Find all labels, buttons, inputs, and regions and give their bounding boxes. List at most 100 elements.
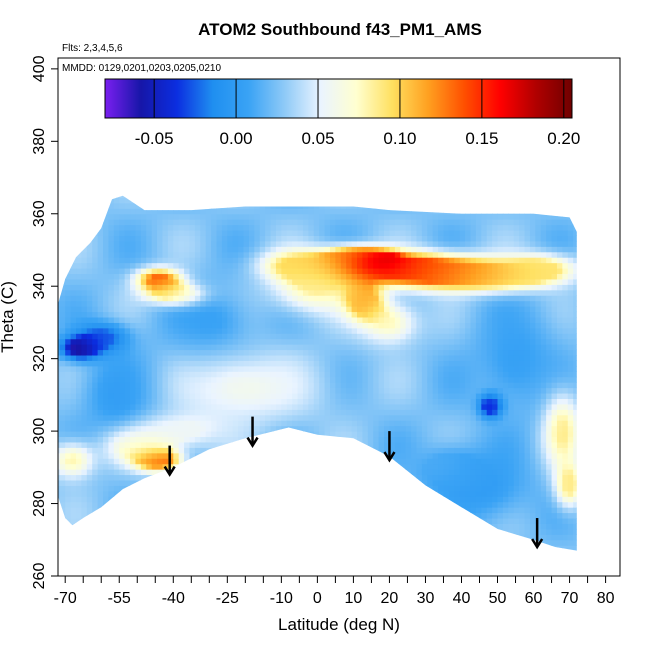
heatmap-cell xyxy=(103,181,109,187)
heatmap-cell xyxy=(243,425,250,432)
heatmap-cell xyxy=(416,235,423,242)
heatmap-cell xyxy=(432,365,439,372)
heatmap-cell xyxy=(357,257,363,264)
heatmap-cell xyxy=(162,496,169,503)
heatmap-cell xyxy=(232,300,239,307)
heatmap-cell xyxy=(189,512,196,519)
heatmap-cell xyxy=(81,197,88,204)
heatmap-cell xyxy=(189,300,196,307)
heatmap-cell xyxy=(58,230,61,236)
heatmap-cell xyxy=(103,295,109,302)
heatmap-cell xyxy=(151,235,158,242)
heatmap-cell xyxy=(232,284,239,291)
heatmap-cell xyxy=(184,447,190,454)
heatmap-cell xyxy=(70,441,77,448)
heatmap-cell xyxy=(65,463,72,470)
heatmap-cell xyxy=(211,376,218,383)
heatmap-cell xyxy=(113,490,120,497)
heatmap-cell xyxy=(97,501,104,508)
heatmap-cell xyxy=(314,556,320,562)
heatmap-cell xyxy=(297,387,304,394)
heatmap-cell xyxy=(281,409,288,416)
heatmap-cell xyxy=(184,490,190,497)
heatmap-cell xyxy=(346,365,353,372)
heatmap-cell xyxy=(297,322,304,329)
heatmap-cell xyxy=(286,195,293,198)
heatmap-cell xyxy=(394,235,401,242)
heatmap-cell xyxy=(292,181,298,187)
heatmap-cell xyxy=(308,306,315,313)
heatmap-cell xyxy=(216,300,223,307)
heatmap-cell xyxy=(324,230,331,236)
heatmap-cell xyxy=(292,431,299,438)
heatmap-cell xyxy=(97,327,104,334)
heatmap-cell xyxy=(340,278,347,285)
heatmap-cell xyxy=(400,257,407,264)
heatmap-cell xyxy=(384,496,390,503)
heatmap-cell xyxy=(357,262,363,269)
heatmap-cell xyxy=(319,213,326,220)
heatmap-cell xyxy=(265,551,271,557)
heatmap-cell xyxy=(65,523,72,530)
heatmap-cell xyxy=(205,441,212,448)
heatmap-cell xyxy=(362,501,369,508)
heatmap-cell xyxy=(313,545,320,551)
heatmap-cell xyxy=(124,268,131,275)
heatmap-cell xyxy=(324,289,331,296)
heatmap-cell xyxy=(221,338,228,345)
heatmap-cell xyxy=(411,539,417,546)
heatmap-cell xyxy=(275,251,282,258)
heatmap-cell xyxy=(119,187,125,193)
heatmap-cell xyxy=(162,523,169,530)
heatmap-cell xyxy=(395,551,401,557)
heatmap-cell xyxy=(259,393,266,399)
heatmap-cell xyxy=(194,469,201,476)
heatmap-cell xyxy=(243,224,250,231)
heatmap-cell xyxy=(205,273,212,280)
heatmap-cell xyxy=(373,431,380,438)
heatmap-cell xyxy=(432,523,439,530)
heatmap-cell xyxy=(286,490,293,497)
heatmap-cell xyxy=(259,349,266,356)
heatmap-cell xyxy=(119,469,126,476)
heatmap-cell xyxy=(416,518,423,524)
heatmap-cell xyxy=(319,534,326,541)
heatmap-cell xyxy=(259,311,266,318)
heatmap-cell xyxy=(275,213,282,220)
heatmap-cell xyxy=(265,295,272,302)
heatmap-cell xyxy=(76,208,82,215)
heatmap-cell xyxy=(173,322,180,329)
heatmap-cell xyxy=(243,273,250,280)
heatmap-cell xyxy=(421,240,428,247)
heatmap-cell xyxy=(346,355,353,361)
heatmap-cell xyxy=(86,545,93,551)
heatmap-cell xyxy=(335,469,342,476)
heatmap-cell xyxy=(330,187,336,193)
heatmap-cell xyxy=(394,431,401,438)
heatmap-cell xyxy=(211,447,218,454)
heatmap-cell xyxy=(286,246,293,253)
heatmap-cell xyxy=(378,327,385,334)
heatmap-cell xyxy=(384,181,390,187)
heatmap-cell xyxy=(313,246,320,253)
heatmap-cell xyxy=(389,485,396,492)
heatmap-cell xyxy=(292,556,298,562)
heatmap-cell xyxy=(384,208,390,215)
heatmap-cell xyxy=(70,333,77,340)
heatmap-cell xyxy=(340,197,347,204)
heatmap-cell xyxy=(275,295,282,302)
heatmap-cell xyxy=(173,349,180,356)
heatmap-cell xyxy=(346,289,353,296)
heatmap-cell xyxy=(86,518,93,524)
heatmap-cell xyxy=(58,382,61,389)
heatmap-cell xyxy=(281,501,288,508)
heatmap-cell xyxy=(427,376,434,383)
heatmap-cell xyxy=(324,420,331,427)
heatmap-cell xyxy=(259,246,266,253)
heatmap-cell xyxy=(384,327,390,334)
heatmap-cell xyxy=(405,539,412,546)
heatmap-cell xyxy=(394,376,401,383)
heatmap-cell xyxy=(113,349,120,356)
heatmap-cell xyxy=(238,240,245,247)
heatmap-cell xyxy=(211,295,218,302)
